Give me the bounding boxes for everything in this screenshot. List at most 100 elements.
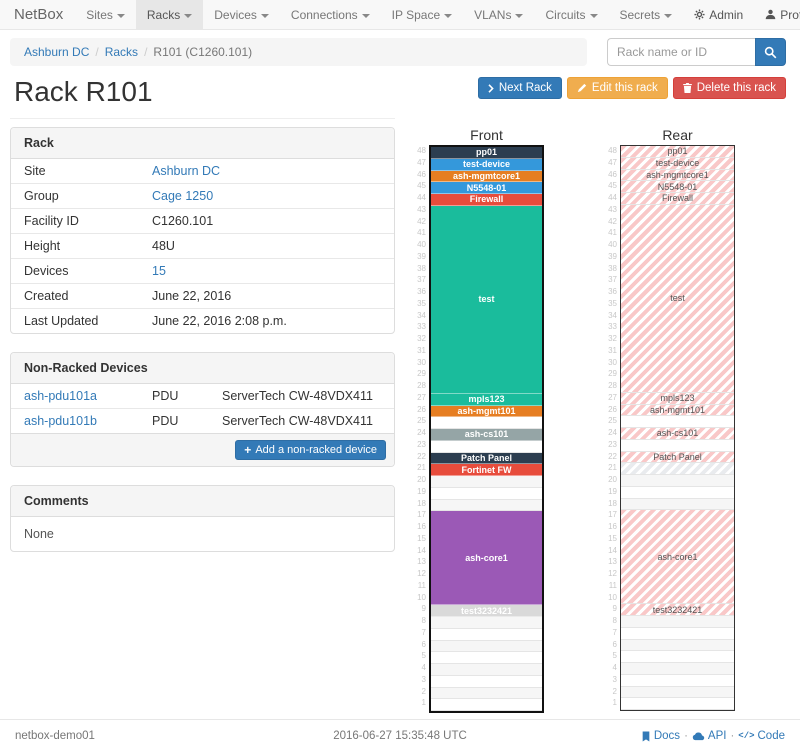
rack-unit-test3232421[interactable]: test3232421 <box>431 605 542 617</box>
table-row: Height 48U <box>11 233 394 259</box>
rack-unit-n5548-01[interactable]: N5548-01 <box>431 182 542 194</box>
nav-item-secrets[interactable]: Secrets <box>609 0 684 29</box>
docs-link[interactable]: Docs <box>641 730 680 742</box>
rack-unit-ash-mgmt101[interactable]: ash-mgmt101 <box>621 404 734 417</box>
unit-number: 1 <box>421 698 426 708</box>
add-non-racked-device-button[interactable]: + Add a non-racked device <box>235 440 386 460</box>
rack-unit-ash-core1[interactable]: ash-core1 <box>431 511 542 606</box>
unit-number: 2 <box>421 686 426 696</box>
nav-item-vlans[interactable]: VLANs <box>463 0 534 29</box>
chevron-right-icon <box>488 83 494 93</box>
nav-item-circuits[interactable]: Circuits <box>534 0 608 29</box>
rack-unit-fortinet-fw[interactable]: Fortinet FW <box>431 464 542 476</box>
group-link[interactable]: Cage 1250 <box>152 189 214 203</box>
device-role: PDU <box>139 408 209 433</box>
rack-unit-empty <box>431 640 542 653</box>
brand-logo[interactable]: NetBox <box>14 6 64 23</box>
rack-unit-test-device[interactable]: test-device <box>431 158 542 171</box>
table-row: Created June 22, 2016 <box>11 283 394 309</box>
admin-link[interactable]: Admin <box>683 0 754 29</box>
api-link[interactable]: API <box>692 730 726 742</box>
rack-unit-test3232421[interactable]: test3232421 <box>621 604 734 616</box>
rack-unit-firewall[interactable]: Firewall <box>431 194 542 206</box>
next-rack-button[interactable]: Next Rack <box>477 77 562 99</box>
rack-unit-ash-mgmtcore1[interactable]: ash-mgmtcore1 <box>431 170 542 183</box>
device-link[interactable]: ash-pdu101b <box>24 414 97 428</box>
unit-number: 46 <box>608 169 617 179</box>
breadcrumb-site-link[interactable]: Ashburn DC <box>24 45 90 59</box>
unit-number: 38 <box>608 263 617 273</box>
unit-number: 30 <box>608 357 617 367</box>
unit-number: 32 <box>417 334 426 343</box>
unit-number: 15 <box>608 533 617 543</box>
unit-number: 18 <box>608 498 617 508</box>
front-elevation-title: Front <box>470 127 503 143</box>
page-footer: 2016-06-27 15:35:48 UTC netbox-demo01 Do… <box>0 719 800 752</box>
unit-number: 6 <box>612 639 617 649</box>
table-row: Group Cage 1250 <box>11 183 394 209</box>
search-button[interactable] <box>755 38 786 66</box>
rack-unit-patch-panel[interactable]: Patch Panel <box>621 451 734 464</box>
unit-number: 22 <box>608 451 617 461</box>
unit-number: 31 <box>417 345 426 355</box>
rack-unit-empty <box>431 675 542 688</box>
nav-item-sites[interactable]: Sites <box>75 0 136 29</box>
rack-unit-ash-core1[interactable]: ash-core1 <box>621 510 734 605</box>
unit-number: 28 <box>608 381 617 390</box>
code-link[interactable]: </> Code <box>738 730 785 742</box>
table-row: Last Updated June 22, 2016 2:08 p.m. <box>11 308 394 333</box>
unit-number: 8 <box>421 616 426 625</box>
rack-unit-ash-cs101[interactable]: ash-cs101 <box>431 429 542 441</box>
unit-number: 27 <box>417 392 426 402</box>
profile-link[interactable]: Profile <box>754 0 800 29</box>
site-link[interactable]: Ashburn DC <box>152 164 221 178</box>
search-icon <box>764 46 777 58</box>
nav-item-ip-space[interactable]: IP Space <box>381 0 463 29</box>
devices-count-link[interactable]: 15 <box>152 264 166 278</box>
unit-number: 17 <box>608 510 617 520</box>
unit-number: 20 <box>608 475 617 484</box>
breadcrumb-racks-link[interactable]: Racks <box>104 45 139 59</box>
rack-unit-test[interactable]: test <box>621 204 734 393</box>
rack-unit-n5548-01[interactable]: N5548-01 <box>621 181 734 193</box>
unit-number: 40 <box>608 240 617 249</box>
unit-number: 26 <box>417 404 426 414</box>
rack-unit-pp01[interactable]: pp01 <box>621 146 734 158</box>
book-icon <box>642 731 650 741</box>
rack-unit-test-device[interactable]: test-device <box>621 157 734 170</box>
rack-unit-ash-mgmtcore1[interactable]: ash-mgmtcore1 <box>621 169 734 182</box>
rack-unit-empty <box>621 475 734 487</box>
unit-number: 43 <box>417 204 426 214</box>
unit-number: 11 <box>417 580 426 590</box>
rack-unit-patch-panel[interactable]: Patch Panel <box>431 452 542 465</box>
rack-unit-firewall[interactable]: Firewall <box>621 193 734 205</box>
device-link[interactable]: ash-pdu101a <box>24 389 97 403</box>
rack-unit-ash-mgmt101[interactable]: ash-mgmt101 <box>431 405 542 418</box>
rack-unit-empty <box>431 617 542 629</box>
rack-unit-empty <box>431 417 542 429</box>
unit-number: 10 <box>417 592 426 602</box>
table-row: Site Ashburn DC <box>24 164 221 178</box>
rack-unit-empty <box>621 639 734 652</box>
device-model: ServerTech CW-48VDX411 <box>209 408 394 433</box>
rack-unit-pp01[interactable]: pp01 <box>431 147 542 159</box>
search-input[interactable] <box>607 38 755 66</box>
rack-elevations: Front 48 47 46 45 44 43 42 41 40 39 38 37 36 35 34 33 32… <box>413 127 735 713</box>
rack-unit-test[interactable]: test <box>431 205 542 394</box>
nav-item-devices[interactable]: Devices <box>203 0 280 29</box>
unit-number: 14 <box>608 545 617 555</box>
rack-unit-empty <box>621 498 734 511</box>
rack-unit-fortinet-fw[interactable] <box>621 463 734 475</box>
rear-elevation-title: Rear <box>662 127 693 143</box>
nav-item-connections[interactable]: Connections <box>280 0 381 29</box>
gear-icon <box>694 9 705 20</box>
chevron-down-icon <box>664 14 673 18</box>
nav-item-racks[interactable]: Racks <box>135 0 204 29</box>
rack-unit-mpls123[interactable]: mpls123 <box>621 392 734 405</box>
unit-number: 15 <box>417 533 426 543</box>
edit-rack-button[interactable]: Edit this rack <box>566 77 668 99</box>
unit-number: 48 <box>417 146 426 155</box>
rack-unit-mpls123[interactable]: mpls123 <box>431 393 542 406</box>
delete-rack-button[interactable]: Delete this rack <box>672 77 786 99</box>
rack-unit-ash-cs101[interactable]: ash-cs101 <box>621 428 734 440</box>
